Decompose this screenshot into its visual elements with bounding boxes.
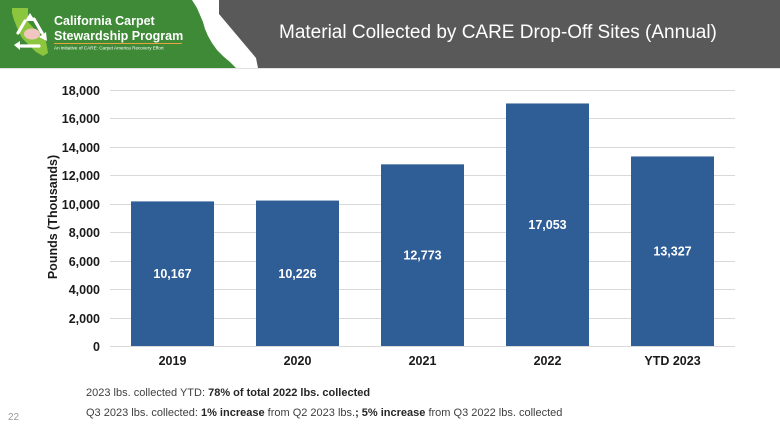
logo-line-1: California Carpet — [54, 14, 156, 28]
california-state-shape — [192, 0, 258, 68]
footnote-ytd: 2023 lbs. collected YTD: 78% of total 20… — [86, 386, 370, 400]
bar-2019 — [131, 201, 214, 346]
y-tick-label: 10,000 — [62, 198, 100, 212]
y-tick-label: 6,000 — [69, 255, 100, 269]
y-tick-label: 4,000 — [69, 283, 100, 297]
y-tick-label: 18,000 — [62, 84, 100, 98]
y-tick-label: 16,000 — [62, 112, 100, 126]
y-tick-label: 8,000 — [69, 226, 100, 240]
x-tick-label: 2022 — [534, 354, 562, 368]
x-axis-ticks: 2019 2020 2021 2022 YTD 2023 — [159, 354, 701, 368]
bar-chart: 0 2,000 4,000 6,000 8,000 10,000 12,000 14,000 1… — [46, 84, 735, 368]
x-tick-label: YTD 2023 — [644, 354, 700, 368]
data-labels: 10,167 10,226 12,773 17,053 13,327 — [153, 218, 691, 281]
slide-header: California Carpet Stewardship Program An… — [0, 0, 780, 68]
footnote-q3: Q3 2023 lbs. collected: 1% increase from… — [86, 406, 562, 420]
bar-2022 — [506, 103, 589, 346]
y-tick-label: 14,000 — [62, 141, 100, 155]
footnote-text: 2023 lbs. collected YTD: — [86, 387, 209, 399]
x-tick-label: 2021 — [409, 354, 437, 368]
data-label: 12,773 — [403, 249, 441, 263]
y-axis-title: Pounds (Thousands) — [46, 155, 60, 279]
header-grey-band — [219, 0, 780, 68]
bar-2020 — [256, 200, 339, 346]
footnote-text: from Q2 2023 lbs. — [264, 407, 356, 419]
bars — [131, 103, 714, 346]
header-divider — [0, 68, 780, 69]
x-tick-label: 2020 — [284, 354, 312, 368]
footnote-highlight: ; 5% increase — [355, 407, 426, 419]
footnote-text: Q3 2023 lbs. collected: — [86, 407, 201, 419]
data-label: 10,226 — [278, 267, 316, 281]
recycle-logo-icon — [12, 8, 48, 56]
logo-line-2: Stewardship Program — [54, 29, 183, 43]
footnote-highlight: 1% increase — [200, 407, 265, 419]
data-label: 13,327 — [653, 245, 691, 259]
x-tick-label: 2019 — [159, 354, 187, 368]
data-label: 17,053 — [528, 218, 566, 232]
y-axis-ticks: 0 2,000 4,000 6,000 8,000 10,000 12,000 14,000 1… — [62, 84, 100, 354]
logo-tagline: An initiative of CARE: Carpet America Re… — [54, 46, 164, 51]
footnote-highlight: 78% of total 2022 lbs. collected — [208, 387, 371, 399]
y-tick-label: 2,000 — [69, 312, 100, 326]
bar-2021 — [381, 164, 464, 346]
page-title: Material Collected by CARE Drop-Off Site… — [279, 22, 717, 43]
y-tick-label: 12,000 — [62, 169, 100, 183]
y-tick-label: 0 — [93, 340, 100, 354]
footnote-text: from Q3 2022 lbs. collected — [425, 407, 563, 419]
program-logo-text: California Carpet Stewardship Program An… — [54, 14, 183, 51]
data-label: 10,167 — [153, 267, 191, 281]
header-background — [0, 0, 780, 68]
page-number: 22 — [8, 412, 20, 423]
bar-ytd-2023 — [631, 156, 714, 346]
